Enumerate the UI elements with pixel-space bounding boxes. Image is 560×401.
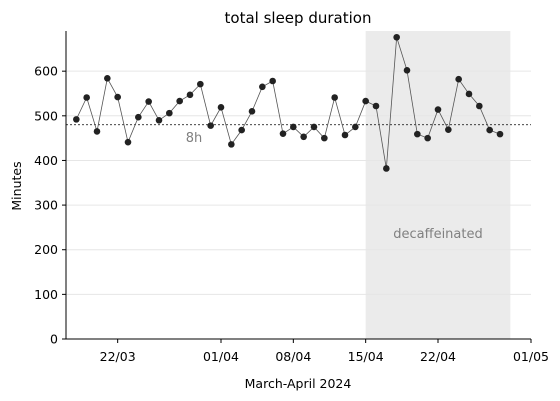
data-point-2024-03-29 [186, 91, 194, 99]
y-tick-label: 0 [50, 332, 58, 347]
y-tick-label: 300 [34, 198, 58, 213]
data-point-2024-04-06 [269, 77, 276, 85]
data-point-2024-04-14 [352, 123, 359, 131]
x-axis-label: March-April 2024 [245, 376, 352, 391]
data-point-2024-04-22 [434, 106, 442, 113]
data-point-2024-03-31 [207, 122, 214, 129]
data-point-2024-04-23 [445, 126, 452, 133]
x-tick-label: 08/04 [275, 349, 311, 364]
data-point-2024-04-03 [238, 126, 245, 134]
data-point-2024-04-08 [290, 123, 297, 131]
decaffeinated-shaded-region [365, 31, 511, 339]
data-point-2024-03-22 [114, 93, 121, 101]
data-point-2024-03-18 [73, 116, 80, 123]
x-tick-label: 22/03 [100, 349, 136, 364]
data-point-2024-04-05 [259, 83, 266, 91]
data-point-2024-04-01 [217, 104, 225, 111]
x-tick-label: 15/04 [348, 349, 384, 364]
data-point-2024-04-13 [341, 131, 349, 139]
data-point-2024-04-07 [279, 130, 287, 137]
chart-title: total sleep duration [225, 9, 372, 27]
data-point-2024-03-30 [197, 80, 204, 88]
data-point-2024-04-28 [496, 130, 504, 138]
y-gridlines [66, 70, 531, 295]
data-point-2024-04-24 [455, 75, 462, 83]
eight-hour-label: 8h [186, 131, 203, 146]
axes [62, 31, 532, 343]
data-point-2024-04-21 [424, 134, 431, 142]
decaffeinated-label: decaffeinated [393, 227, 482, 242]
x-tick-label: 22/04 [420, 349, 456, 364]
y-tick-label: 400 [34, 153, 58, 168]
chart-text: total sleep duration March-April 2024 Mi… [9, 9, 549, 391]
y-tick-label: 500 [34, 108, 58, 123]
data-point-2024-03-27 [166, 109, 173, 117]
data-point-2024-03-21 [104, 75, 111, 82]
x-tick-label: 01/04 [203, 349, 239, 364]
data-point-2024-03-28 [176, 97, 183, 105]
data-point-2024-04-11 [321, 134, 328, 142]
data-point-2024-04-16 [372, 102, 380, 110]
y-tick-label: 600 [34, 64, 58, 79]
data-point-2024-04-19 [403, 66, 411, 74]
data-point-2024-04-17 [383, 165, 390, 172]
data-point-2024-04-12 [331, 94, 338, 101]
data-point-2024-03-24 [135, 113, 142, 121]
data-series [73, 33, 504, 172]
y-tick-label: 100 [34, 287, 58, 302]
data-point-2024-04-09 [300, 133, 307, 141]
data-point-2024-04-02 [228, 141, 235, 148]
data-point-2024-03-23 [124, 138, 132, 146]
data-point-2024-03-19 [83, 94, 90, 101]
y-axis-label: Minutes [9, 161, 24, 210]
x-tick-label: 01/05 [513, 349, 549, 364]
data-point-2024-04-25 [465, 90, 473, 98]
data-point-2024-04-20 [414, 130, 421, 138]
y-tick-label: 200 [34, 242, 58, 257]
data-point-2024-03-20 [93, 128, 101, 135]
data-point-2024-03-25 [145, 98, 152, 105]
data-point-2024-04-26 [476, 102, 483, 110]
data-point-2024-03-26 [155, 116, 163, 124]
data-point-2024-04-27 [486, 126, 493, 134]
data-point-2024-04-10 [310, 123, 318, 131]
data-point-2024-04-15 [362, 97, 369, 105]
decaffeinated-region-layer [365, 31, 511, 339]
data-point-2024-04-04 [248, 108, 256, 115]
data-point-2024-04-18 [393, 33, 400, 41]
